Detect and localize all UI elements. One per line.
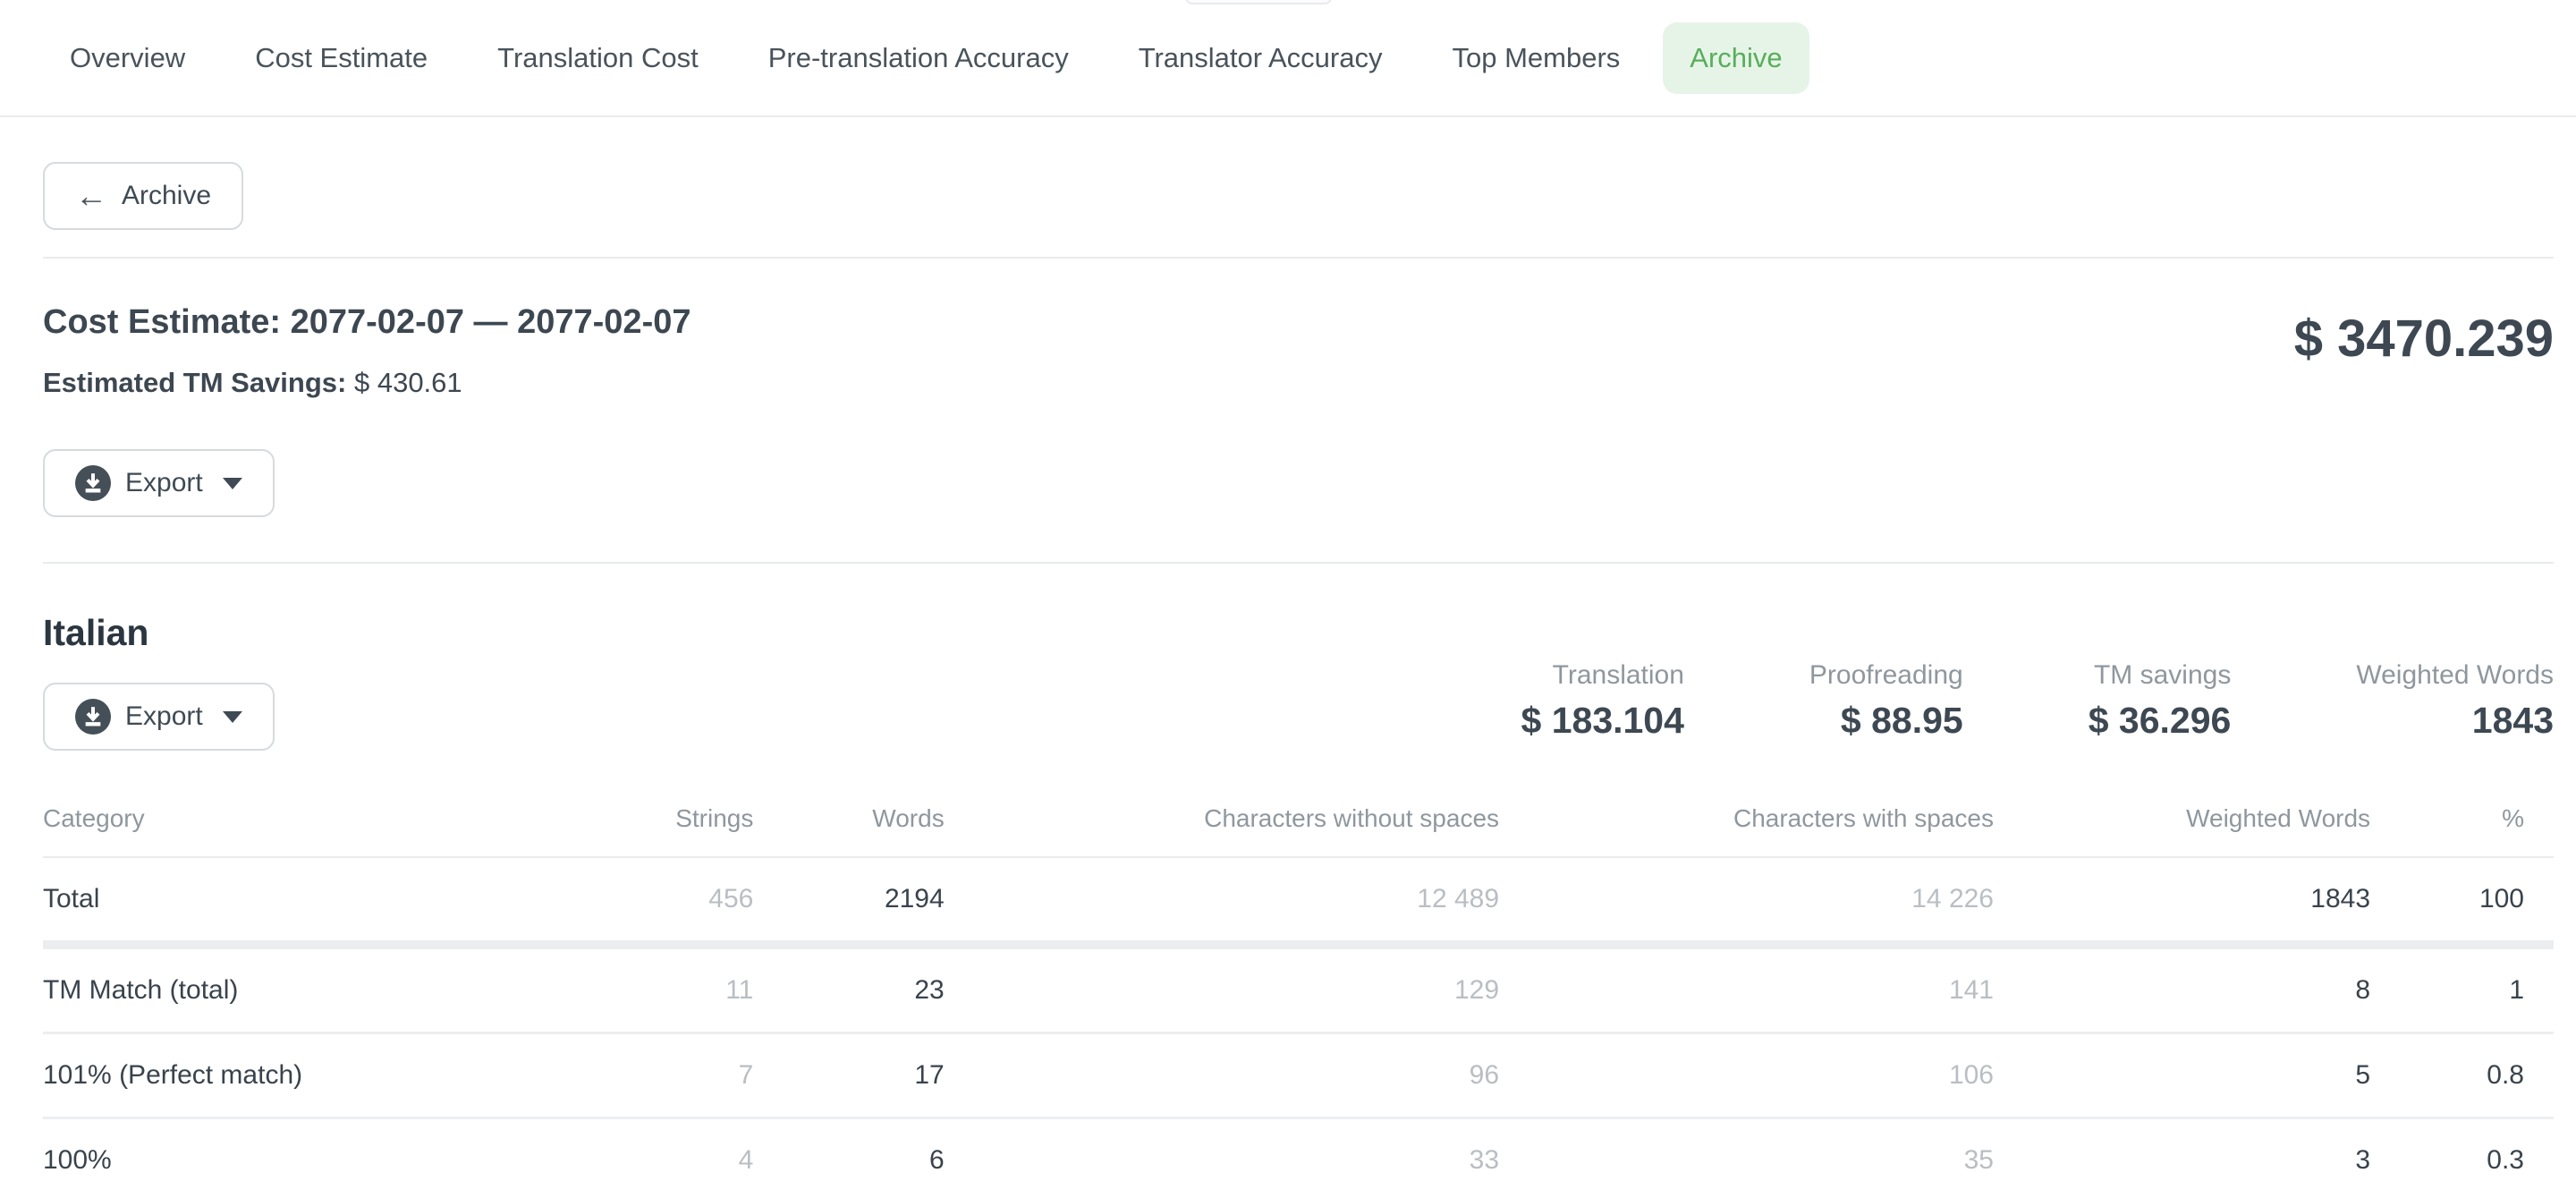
export-report-button[interactable]: Export [43, 449, 275, 517]
cell-words: 23 [914, 975, 945, 1005]
cost-breakdown-table: Category Strings Words Characters withou… [43, 783, 2554, 1181]
export-button-label: Export [125, 468, 203, 497]
summary-proofreading: Proofreading $ 88.95 [1809, 660, 1963, 742]
tm-savings-value: $ 430.61 [353, 367, 462, 398]
export-button-label: Export [125, 701, 203, 731]
summary-value: $ 88.95 [1840, 700, 1963, 741]
summary-translation: Translation $ 183.104 [1521, 660, 1684, 742]
cell-chars-without-spaces: 12 489 [1417, 884, 1500, 913]
summary-value: $ 183.104 [1521, 700, 1684, 741]
download-icon [75, 699, 111, 735]
arrow-left-icon: ← [75, 177, 107, 214]
col-category: Category [43, 804, 145, 832]
chevron-down-icon [222, 477, 242, 489]
language-header-left: Italian Export [43, 612, 275, 751]
download-icon [75, 465, 111, 501]
col-words: Words [872, 804, 945, 832]
cell-category: 101% (Perfect match) [43, 1060, 303, 1090]
summary-label: Translation [1552, 660, 1684, 690]
cutoff-popover-fragment [1185, 0, 1332, 4]
col-chars-without-spaces: Characters without spaces [1204, 804, 1500, 832]
language-section: Italian Export Translatio [43, 564, 2554, 1181]
cell-percent: 100 [2479, 884, 2524, 913]
total-cost-value: $ 3470.239 [2293, 310, 2554, 368]
summary-label: Proofreading [1809, 660, 1963, 690]
cell-strings: 11 [725, 975, 754, 1005]
cell-weighted-words: 8 [2355, 975, 2371, 1005]
tab-archive[interactable]: Archive [1663, 21, 1809, 94]
cell-strings: 4 [738, 1145, 754, 1175]
cell-chars-with-spaces: 35 [1963, 1145, 1994, 1175]
cell-weighted-words: 5 [2355, 1060, 2371, 1090]
table-row-total: Total 456 2194 12 489 14 226 1843 100 [43, 857, 2554, 945]
cell-strings: 456 [708, 884, 754, 913]
tab-overview[interactable]: Overview [43, 22, 212, 94]
cell-words: 2194 [884, 884, 945, 913]
cell-chars-without-spaces: 33 [1469, 1145, 1500, 1175]
table-header-row: Category Strings Words Characters withou… [43, 783, 2554, 857]
language-header: Italian Export Translatio [43, 564, 2554, 751]
summary-tm-savings: TM savings $ 36.296 [2089, 660, 2232, 742]
summary-label: Weighted Words [2356, 660, 2554, 690]
tab-translation-cost[interactable]: Translation Cost [470, 22, 725, 94]
summary-value: $ 36.296 [2088, 700, 2232, 741]
cell-percent: 0.3 [2487, 1145, 2524, 1175]
back-button-label: Archive [122, 181, 212, 210]
tab-cost-estimate[interactable]: Cost Estimate [228, 22, 454, 94]
col-strings: Strings [675, 804, 754, 832]
cell-chars-with-spaces: 141 [1948, 975, 1994, 1005]
table-row-100: 100% 4 6 33 35 3 0.3 [43, 1118, 2554, 1181]
back-row: ← Archive [43, 162, 2554, 230]
summary-weighted-words: Weighted Words 1843 [2356, 660, 2554, 742]
cell-percent: 1 [2509, 975, 2524, 1005]
cell-percent: 0.8 [2487, 1060, 2524, 1090]
table-row-101-perfect-match: 101% (Perfect match) 7 17 96 106 5 0.8 [43, 1033, 2554, 1118]
tm-savings-label: Estimated TM Savings: [43, 367, 347, 398]
cell-category: Total [43, 884, 100, 913]
language-title: Italian [43, 612, 149, 653]
cell-chars-without-spaces: 129 [1453, 975, 1500, 1005]
tm-savings-line: Estimated TM Savings: $ 430.61 [43, 367, 691, 399]
tab-top-members[interactable]: Top Members [1425, 22, 1647, 94]
divider [43, 257, 2554, 259]
cell-weighted-words: 3 [2355, 1145, 2371, 1175]
cell-weighted-words: 1843 [2310, 884, 2371, 913]
back-to-archive-button[interactable]: ← Archive [43, 162, 244, 230]
cell-strings: 7 [738, 1060, 754, 1090]
cell-category: TM Match (total) [43, 975, 239, 1005]
col-chars-with-spaces: Characters with spaces [1733, 804, 1994, 832]
col-percent: % [2502, 804, 2524, 832]
tab-pre-translation-accuracy[interactable]: Pre-translation Accuracy [741, 22, 1096, 94]
summary-value: 1843 [2471, 700, 2554, 741]
report-content: ← Archive Cost Estimate: 2077-02-07 — 20… [0, 162, 2576, 1181]
page-title: Cost Estimate: 2077-02-07 — 2077-02-07 [43, 303, 691, 341]
tab-translator-accuracy[interactable]: Translator Accuracy [1112, 22, 1410, 94]
summary-label: TM savings [2093, 660, 2232, 690]
language-summary: Translation $ 183.104 Proofreading $ 88.… [1521, 660, 2554, 751]
report-tabs: Overview Cost Estimate Translation Cost … [0, 0, 2576, 117]
col-weighted-words: Weighted Words [2186, 804, 2371, 832]
cell-chars-without-spaces: 96 [1469, 1060, 1500, 1090]
cell-chars-with-spaces: 14 226 [1911, 884, 1994, 913]
cell-words: 17 [914, 1060, 945, 1090]
divider [43, 562, 2554, 564]
cost-estimate-header: Cost Estimate: 2077-02-07 — 2077-02-07 E… [43, 259, 2554, 517]
cell-category: 100% [43, 1145, 112, 1175]
cell-words: 6 [929, 1145, 945, 1175]
chevron-down-icon [222, 710, 242, 723]
cell-chars-with-spaces: 106 [1948, 1060, 1994, 1090]
export-language-button[interactable]: Export [43, 683, 275, 751]
cost-estimate-left: Cost Estimate: 2077-02-07 — 2077-02-07 E… [43, 303, 691, 517]
table-row-tm-match: TM Match (total) 11 23 129 141 8 1 [43, 945, 2554, 1033]
